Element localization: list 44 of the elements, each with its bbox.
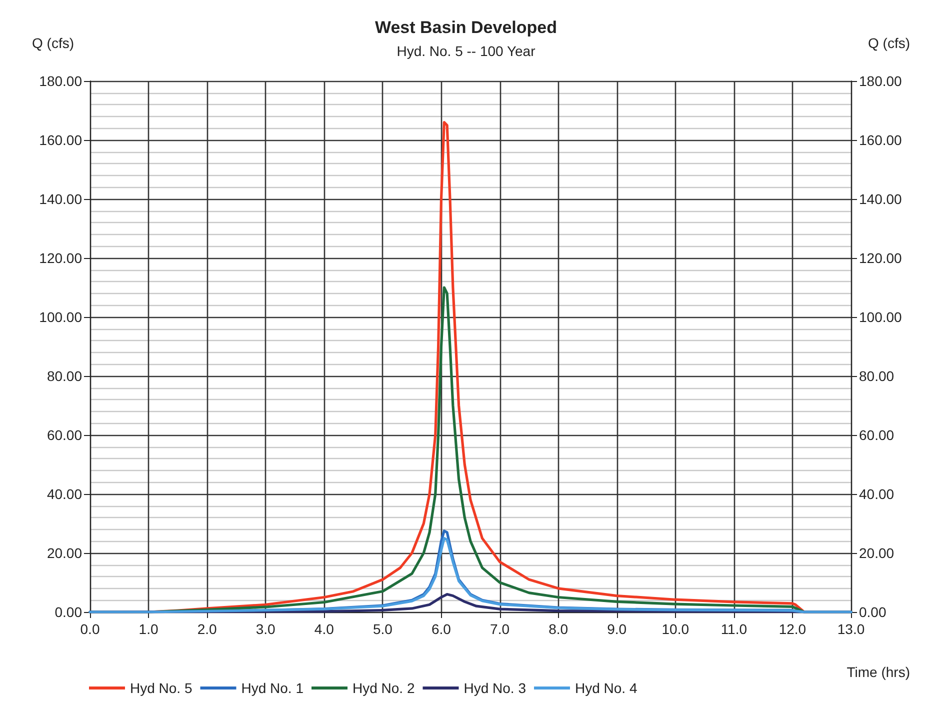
chart-subtitle: Hyd. No. 5 -- 100 Year (396, 43, 536, 59)
x-tick-label: 12.0 (778, 621, 806, 637)
legend-label: Hyd No. 1 (241, 680, 304, 696)
x-tick-label: 6.0 (431, 621, 452, 637)
y-tick-label: 120.00 (39, 250, 82, 266)
legend-label: Hyd No. 4 (574, 680, 638, 696)
y-tick-label: 180.00 (39, 73, 82, 89)
y2-tick-label: 120.00 (859, 250, 902, 266)
y-tick-label: 80.00 (46, 368, 82, 384)
x-axis-title: Time (hrs) (846, 664, 910, 680)
y2-tick-label: 100.00 (859, 309, 902, 325)
y-tick-label: 20.00 (46, 545, 82, 561)
y2-tick-label: 40.00 (859, 486, 894, 502)
y2-tick-label: 0.00 (859, 604, 886, 620)
x-tick-label: 11.0 (720, 621, 748, 637)
x-tick-label: 2.0 (197, 621, 218, 637)
y2-axis-title: Q (cfs) (868, 35, 910, 51)
y-tick-label: 60.00 (46, 427, 82, 443)
x-tick-label: 8.0 (548, 621, 568, 637)
y-axis-title: Q (cfs) (32, 35, 74, 51)
x-tick-label: 9.0 (607, 621, 627, 637)
legend-label: Hyd No. 3 (464, 680, 526, 696)
x-tick-label: 4.0 (314, 621, 334, 637)
x-tick-label: 1.0 (138, 621, 158, 637)
y-tick-label: 160.00 (39, 132, 82, 148)
x-tick-label: 3.0 (256, 621, 276, 637)
y2-tick-label: 180.00 (859, 73, 902, 89)
x-tick-label: 5.0 (372, 621, 393, 637)
y2-tick-label: 60.00 (859, 427, 894, 443)
x-tick-label: 10.0 (662, 621, 690, 637)
chart-title: West Basin Developed (374, 18, 558, 37)
y2-tick-label: 160.00 (859, 132, 902, 148)
y-tick-label: 0.00 (54, 604, 82, 620)
y2-tick-label: 20.00 (859, 545, 894, 561)
x-tick-label: 13.0 (837, 621, 865, 637)
x-tick-label: 7.0 (490, 621, 510, 637)
y2-tick-label: 80.00 (859, 368, 894, 384)
legend-label: Hyd No. 5 (130, 680, 192, 696)
y2-tick-label: 140.00 (859, 191, 902, 207)
y-tick-label: 140.00 (39, 191, 82, 207)
legend-label: Hyd No. 2 (352, 680, 415, 696)
x-tick-label: 0.0 (80, 621, 100, 637)
y-tick-label: 100.00 (39, 309, 82, 325)
y-tick-label: 40.00 (46, 486, 82, 502)
